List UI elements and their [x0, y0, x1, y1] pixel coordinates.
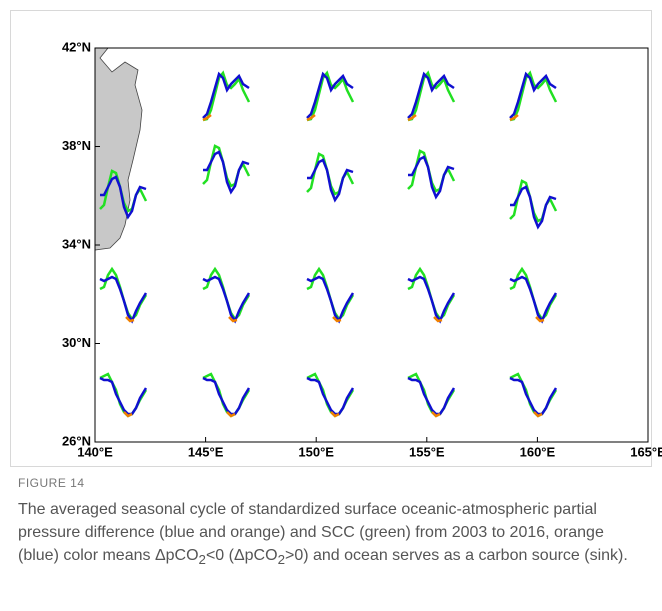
seasonal-cycle — [201, 71, 251, 122]
seasonal-cycle — [201, 144, 251, 194]
seasonal-cycle — [98, 267, 148, 323]
figure-label: FIGURE 14 — [18, 476, 85, 490]
subscript: 2 — [198, 552, 206, 568]
seasonal-cycle — [98, 372, 148, 418]
figure-frame — [10, 10, 652, 467]
seasonal-cycle — [406, 149, 456, 199]
caption-text: The averaged seasonal cycle of standardi… — [18, 498, 648, 571]
y-tick-label: 30°N — [62, 335, 91, 350]
seasonal-cycle — [508, 372, 558, 418]
land — [94, 47, 143, 251]
caption-part: >0) and ocean serves as a carbon source … — [284, 547, 628, 564]
seasonal-cycle — [406, 372, 456, 418]
seasonal-cycle — [508, 267, 558, 323]
caption: FIGURE 14 The averaged seasonal cycle of… — [18, 476, 648, 571]
chart: 140°E 145°E 150°E 155°E 160°E 165°E 26°N 30°N 34… — [62, 39, 662, 459]
y-tick-label: 38°N — [62, 138, 91, 153]
seasonal-cycle — [406, 267, 456, 323]
y-tick-label: 34°N — [62, 236, 91, 251]
caption-part: <0 (ΔpCO — [205, 547, 278, 564]
seasonal-cycle — [406, 71, 456, 122]
seasonal-cycle — [201, 372, 251, 418]
seasonal-cycle — [305, 152, 355, 202]
seasonal-cycle — [508, 179, 558, 229]
plot-border — [94, 47, 649, 443]
x-tick-label: 165°E — [630, 444, 662, 459]
x-tick-label: 155°E — [409, 444, 445, 459]
subscript: 2 — [277, 552, 285, 568]
x-tick-label: 160°E — [520, 444, 556, 459]
x-tick-label: 150°E — [298, 444, 334, 459]
x-tick-label: 140°E — [77, 444, 113, 459]
seasonal-cycle — [508, 71, 558, 122]
seasonal-cycle — [201, 267, 251, 323]
caption-part: The averaged seasonal cycle of standardi… — [18, 501, 604, 564]
seasonal-cycle — [305, 71, 355, 122]
y-tick-label: 26°N — [62, 433, 91, 448]
x-tick-label: 145°E — [188, 444, 224, 459]
seasonal-cycle — [305, 267, 355, 323]
y-tick-label: 42°N — [62, 39, 91, 54]
seasonal-cycle — [305, 372, 355, 418]
